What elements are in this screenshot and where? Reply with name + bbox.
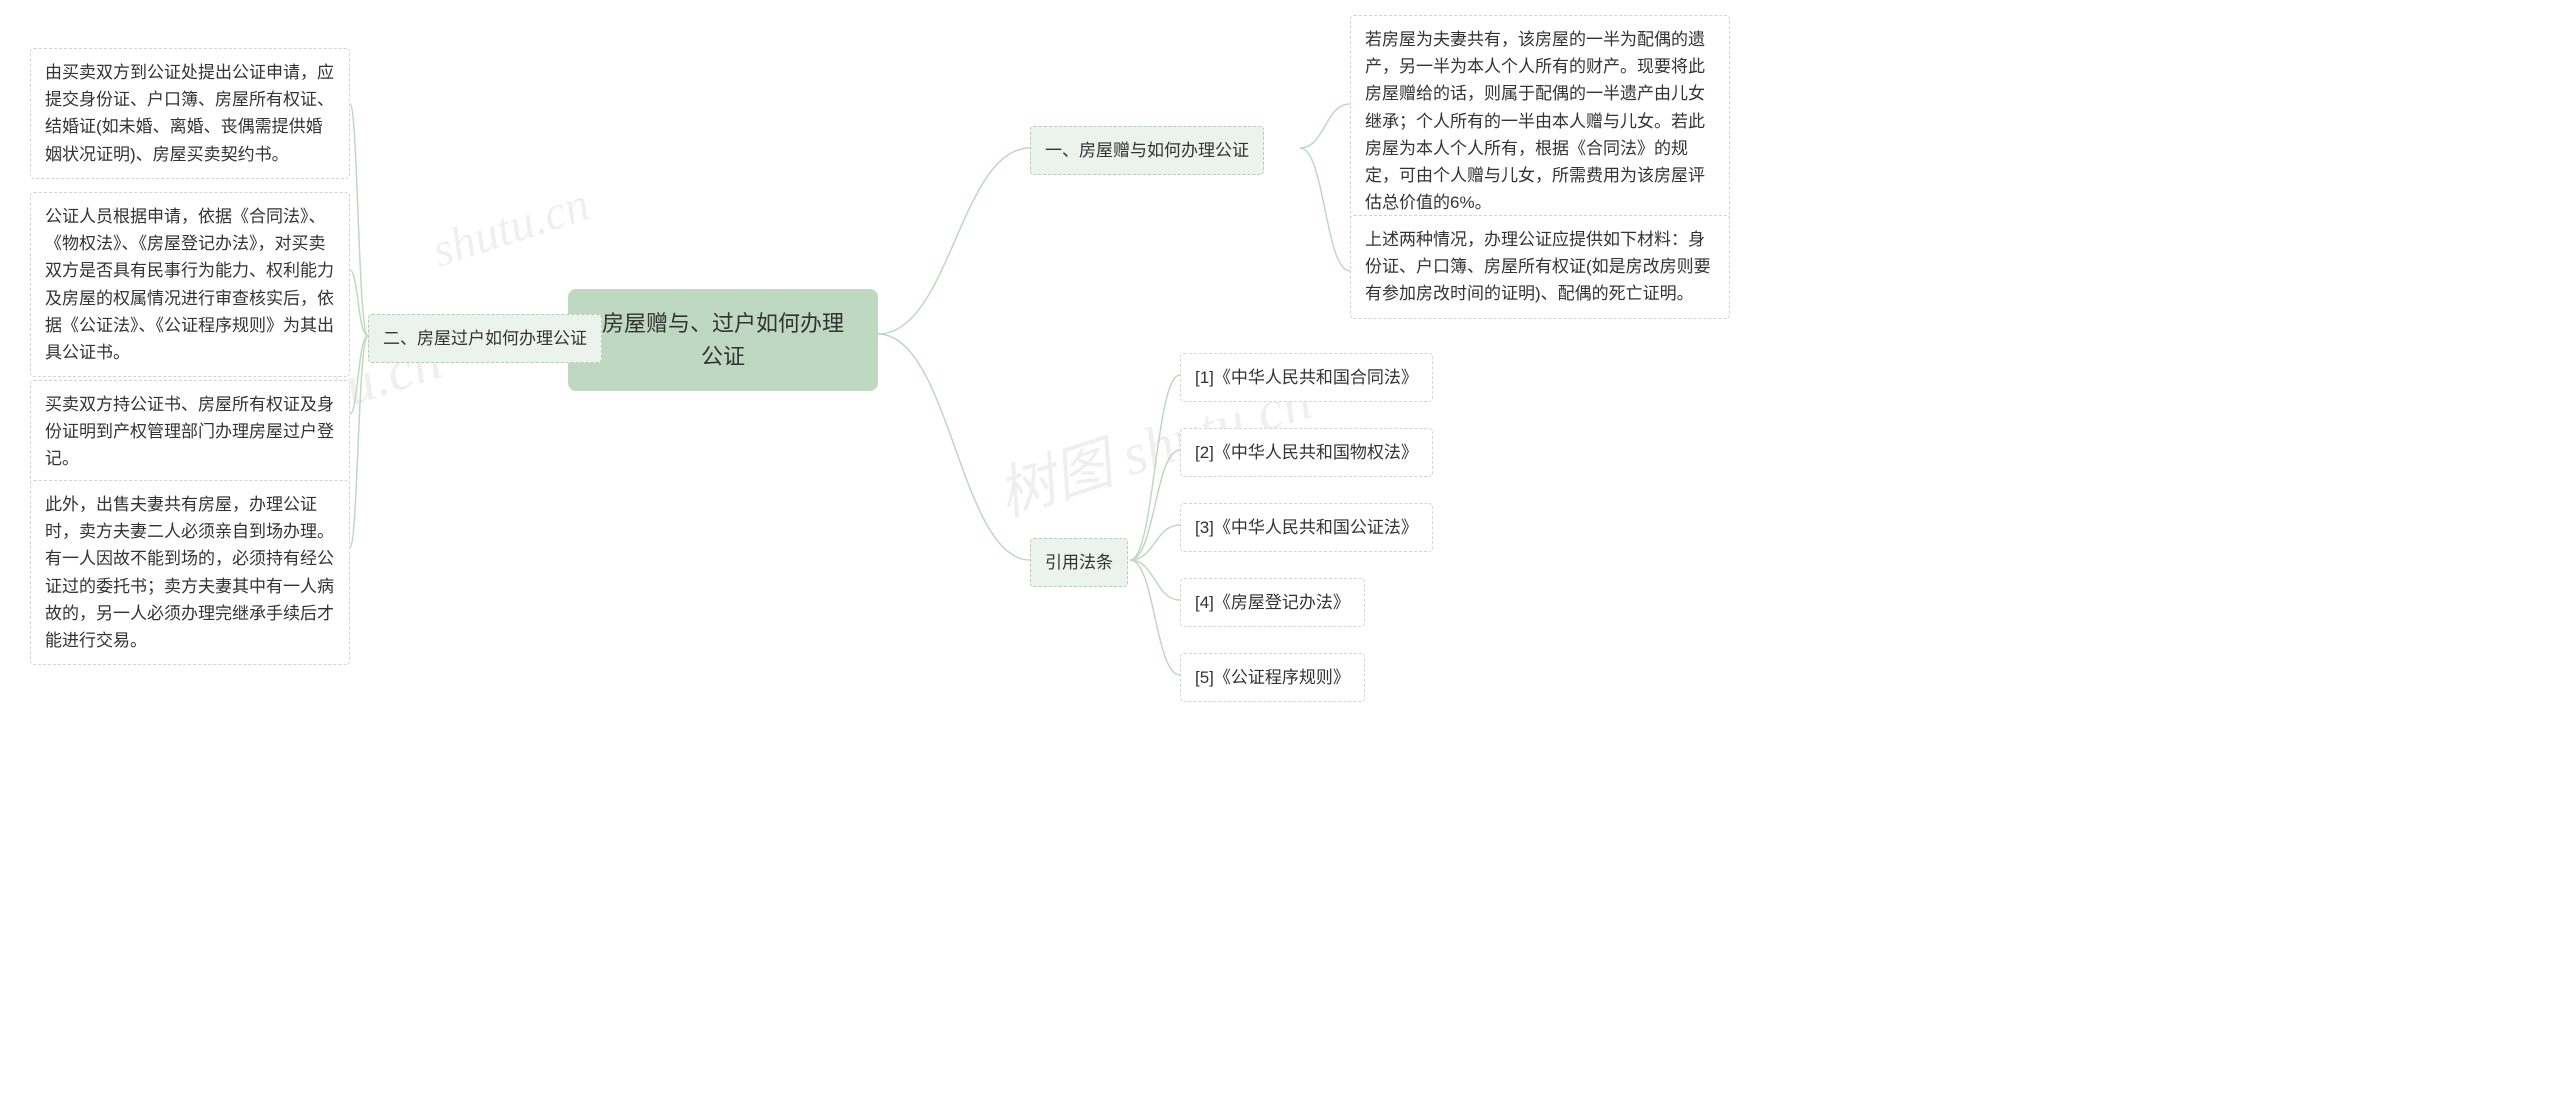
- leaf-3e[interactable]: [5]《公证程序规则》: [1180, 653, 1365, 702]
- root-line2: 公证: [590, 340, 856, 373]
- leaf-3b[interactable]: [2]《中华人民共和国物权法》: [1180, 428, 1433, 477]
- leaf-1a[interactable]: 若房屋为夫妻共有，该房屋的一半为配偶的遗产，另一半为本人个人所有的财产。现要将此…: [1350, 15, 1730, 227]
- leaf-3c[interactable]: [3]《中华人民共和国公证法》: [1180, 503, 1433, 552]
- root-node[interactable]: 房屋赠与、过户如何办理 公证: [568, 289, 878, 391]
- branch-3[interactable]: 引用法条: [1030, 538, 1128, 587]
- leaf-2c[interactable]: 买卖双方持公证书、房屋所有权证及身份证明到产权管理部门办理房屋过户登记。: [30, 380, 350, 484]
- leaf-3a[interactable]: [1]《中华人民共和国合同法》: [1180, 353, 1433, 402]
- leaf-2b[interactable]: 公证人员根据申请，依据《合同法》、《物权法》、《房屋登记办法》，对买卖双方是否具…: [30, 192, 350, 377]
- branch-1[interactable]: 一、房屋赠与如何办理公证: [1030, 126, 1264, 175]
- leaf-2d[interactable]: 此外，出售夫妻共有房屋，办理公证时，卖方夫妻二人必须亲自到场办理。有一人因故不能…: [30, 480, 350, 665]
- watermark: shutu.cn: [425, 176, 595, 278]
- branch-2[interactable]: 二、房屋过户如何办理公证: [368, 314, 602, 363]
- leaf-1b[interactable]: 上述两种情况，办理公证应提供如下材料：身份证、户口簿、房屋所有权证(如是房改房则…: [1350, 215, 1730, 319]
- connector-lines: [0, 0, 2560, 1109]
- leaf-2a[interactable]: 由买卖双方到公证处提出公证申请，应提交身份证、户口簿、房屋所有权证、结婚证(如未…: [30, 48, 350, 179]
- leaf-3d[interactable]: [4]《房屋登记办法》: [1180, 578, 1365, 627]
- root-line1: 房屋赠与、过户如何办理: [590, 307, 856, 340]
